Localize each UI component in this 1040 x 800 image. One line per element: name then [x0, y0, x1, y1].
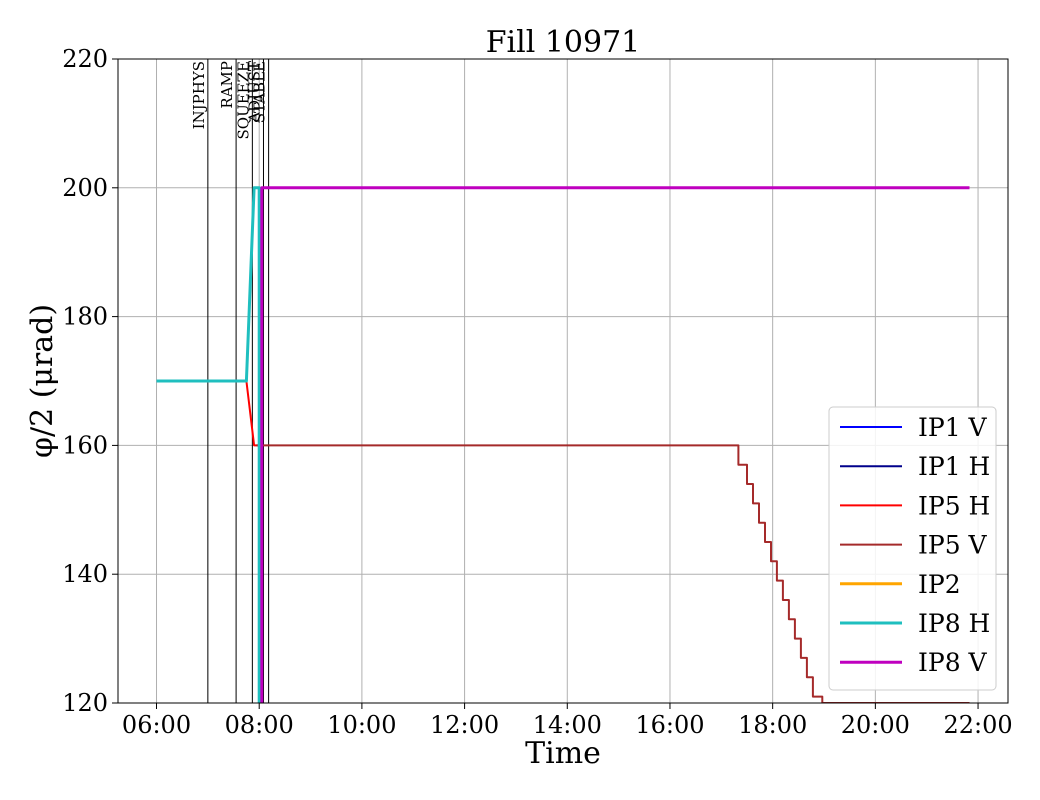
x-tick-label: 14:00 — [533, 711, 602, 739]
plot-frame — [117, 58, 1009, 704]
legend-label: IP1 V — [918, 413, 988, 442]
legend-label: IP8 V — [918, 648, 988, 677]
x-tick-label: 08:00 — [225, 711, 294, 739]
legend-box — [828, 406, 997, 691]
chart-title: Fill 10971 — [486, 25, 641, 60]
x-axis-label: Time — [525, 736, 601, 771]
x-tick-label: 10:00 — [327, 711, 396, 739]
x-tick-label: 20:00 — [841, 711, 910, 739]
y-tick-label: 220 — [62, 45, 108, 73]
phase-label: STABLE — [251, 61, 269, 123]
x-tick-label: 22:00 — [943, 711, 1012, 739]
y-tick-label: 140 — [62, 560, 108, 588]
series-line — [260, 186, 970, 703]
series-lines — [156, 186, 970, 703]
x-tick-label: 18:00 — [738, 711, 807, 739]
x-tick-label: 06:00 — [122, 711, 191, 739]
y-axis-ticks: 120 140 160 180 200 220 — [62, 45, 118, 717]
y-tick-label: 160 — [62, 431, 108, 459]
legend-label: IP8 H — [918, 609, 990, 638]
phase-label: RAMP — [218, 61, 236, 109]
legend: IP1 V IP1 H IP5 H IP5 V IP2 IP8 H IP8 V — [828, 406, 997, 691]
y-axis-label: φ/2 (μrad) — [25, 304, 60, 458]
x-tick-label: 16:00 — [635, 711, 704, 739]
x-tick-label: 12:00 — [430, 711, 499, 739]
phase-label: ADJUST — [245, 61, 263, 124]
legend-label: IP2 — [918, 570, 961, 599]
phase-label: INJPHYS — [190, 61, 208, 129]
y-tick-label: 200 — [62, 174, 108, 202]
legend-label: IP1 H — [918, 452, 990, 481]
y-tick-label: 180 — [62, 303, 108, 331]
series-line — [156, 186, 261, 703]
legend-label: IP5 V — [918, 531, 988, 560]
phase-label: SQUEEZE — [234, 61, 252, 140]
legend-label: IP5 H — [918, 491, 990, 520]
x-axis-ticks: 06:00 08:00 10:00 12:00 14:00 16:00 18:00 20:00… — [122, 703, 1013, 739]
series-line — [256, 444, 970, 703]
y-tick-label: 120 — [62, 689, 108, 717]
